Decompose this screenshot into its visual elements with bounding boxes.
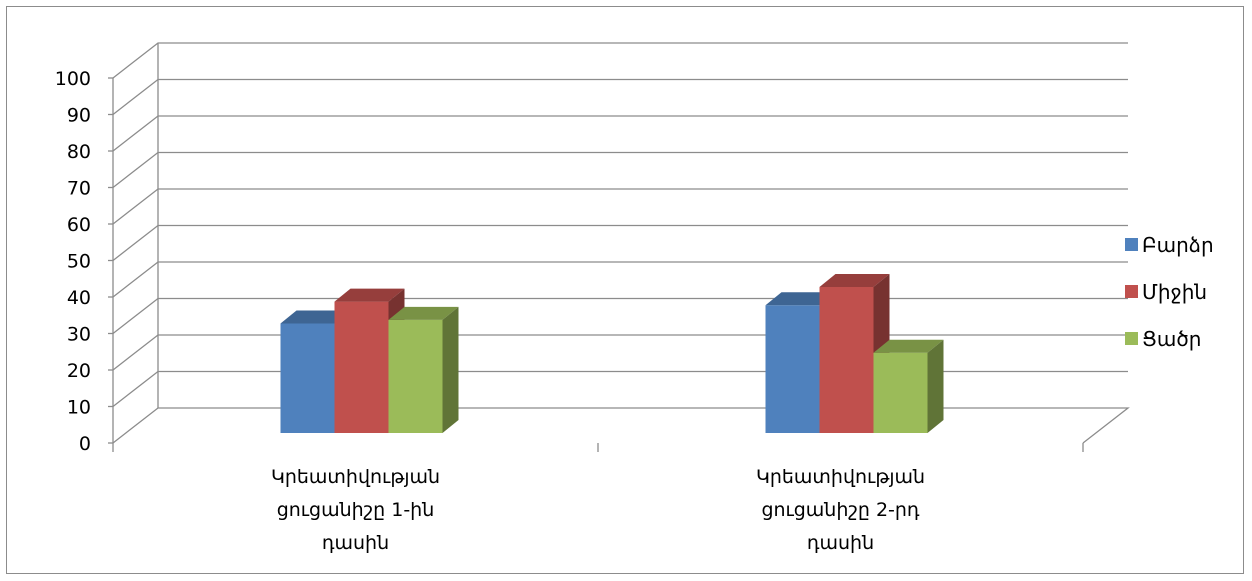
y-tick-label: 90 <box>67 105 91 127</box>
bar-front <box>280 323 335 433</box>
gridline <box>112 151 1128 189</box>
gridlines <box>112 42 1128 408</box>
y-tick-label: 0 <box>79 433 91 455</box>
legend-swatch <box>1125 332 1138 345</box>
y-tick-label: 70 <box>67 178 91 200</box>
bar-top <box>334 288 405 302</box>
legend-swatch <box>1125 238 1138 251</box>
y-tick-label: 20 <box>67 360 91 382</box>
y-tick-label: 60 <box>67 214 91 236</box>
chart-walls <box>112 43 1130 444</box>
bar-front <box>873 352 928 433</box>
y-axis-ticks: 0 10 20 30 40 50 60 70 80 90 100 <box>55 68 113 455</box>
gridline <box>112 261 1128 298</box>
gridline <box>112 297 1128 335</box>
legend: Բարձր Միջին Ցածր <box>1125 233 1214 351</box>
category-label: Կրեատիվության ցուցանիշը 2-րդ դասին <box>756 466 925 554</box>
bar-front <box>388 319 443 433</box>
bar-top <box>388 306 459 320</box>
gridline <box>112 42 1128 79</box>
y-tick-label: 40 <box>67 287 91 309</box>
x-axis: Կրեատիվության ցուցանիշը 1-ին դասին Կրեատիվո… <box>112 443 1084 554</box>
legend-label: Ցածր <box>1142 327 1201 351</box>
bar-top <box>873 339 944 353</box>
bar-front <box>819 287 874 433</box>
legend-swatch <box>1125 285 1138 298</box>
legend-label: Միջին <box>1142 280 1207 304</box>
bar-top <box>280 310 351 324</box>
bar-top <box>819 274 890 287</box>
y-tick-label: 30 <box>67 324 91 346</box>
bar-top <box>765 292 836 306</box>
gridline <box>112 370 1128 408</box>
bar-side <box>927 339 944 433</box>
chart-frame <box>6 6 1244 574</box>
y-tick-label: 100 <box>55 68 91 90</box>
y-tick-label: 80 <box>67 141 91 163</box>
y-tick-label: 10 <box>67 397 91 419</box>
bar-front <box>765 305 820 433</box>
gridline <box>112 115 1128 152</box>
legend-label: Բարձր <box>1142 233 1214 257</box>
category-label: Կրեատիվության ցուցանիշը 1-ին դասին <box>271 466 440 554</box>
floor-outline <box>112 407 1130 444</box>
bar-side <box>442 306 459 433</box>
gridline <box>112 334 1128 371</box>
bars <box>280 274 944 433</box>
gridline <box>112 188 1128 225</box>
bar-front <box>334 301 389 433</box>
gridline <box>112 224 1128 262</box>
y-tick-label: 50 <box>67 251 91 273</box>
gridline <box>112 78 1128 116</box>
